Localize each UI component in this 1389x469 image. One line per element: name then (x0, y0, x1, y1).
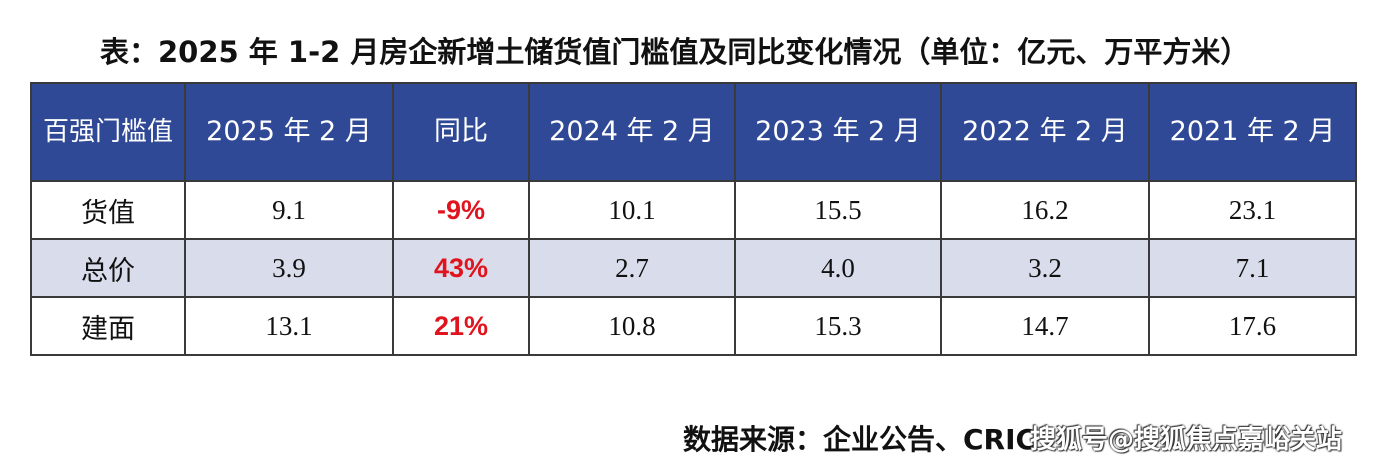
yoy-cell: -9% (392, 180, 530, 240)
table-cell: 2.7 (528, 238, 736, 298)
table-cell: 4.0 (734, 238, 942, 298)
header-col-2024-feb: 2024 年 2 月 (528, 82, 736, 182)
header-corner: 百强门槛值 (30, 82, 186, 182)
table-cell: 10.1 (528, 180, 736, 240)
row-label-floor-area: 建面 (30, 296, 186, 356)
header-col-2022-feb: 2022 年 2 月 (940, 82, 1150, 182)
table-cell: 15.3 (734, 296, 942, 356)
land-reserve-threshold-table: 百强门槛值 2025 年 2 月 同比 2024 年 2 月 2023 年 2 … (30, 82, 1357, 356)
table-cell: 9.1 (184, 180, 394, 240)
table-row: 货值 9.1 -9% 10.1 15.5 16.2 23.1 (30, 180, 1357, 240)
header-col-yoy: 同比 (392, 82, 530, 182)
table-cell: 23.1 (1148, 180, 1357, 240)
table-row: 总价 3.9 43% 2.7 4.0 3.2 7.1 (30, 238, 1357, 298)
table-cell: 16.2 (940, 180, 1150, 240)
data-source-note: 数据来源：企业公告、CRIC (683, 423, 1037, 456)
yoy-cell: 43% (392, 238, 530, 298)
table-title: 表：2025 年 1-2 月房企新增土储货值门槛值及同比变化情况（单位：亿元、万… (100, 35, 1250, 69)
header-row: 百强门槛值 2025 年 2 月 同比 2024 年 2 月 2023 年 2 … (30, 82, 1357, 182)
table-cell: 7.1 (1148, 238, 1357, 298)
yoy-cell: 21% (392, 296, 530, 356)
table-cell: 15.5 (734, 180, 942, 240)
header-col-2021-feb: 2021 年 2 月 (1148, 82, 1357, 182)
table-cell: 13.1 (184, 296, 394, 356)
table-cell: 3.9 (184, 238, 394, 298)
row-label-total-price: 总价 (30, 238, 186, 298)
header-col-2023-feb: 2023 年 2 月 (734, 82, 942, 182)
watermark: 搜狐号@搜狐焦点嘉峪关站 (1030, 425, 1343, 455)
table-cell: 3.2 (940, 238, 1150, 298)
table-cell: 17.6 (1148, 296, 1357, 356)
header-col-2025-feb: 2025 年 2 月 (184, 82, 394, 182)
table-row: 建面 13.1 21% 10.8 15.3 14.7 17.6 (30, 296, 1357, 356)
row-label-value: 货值 (30, 180, 186, 240)
table-cell: 14.7 (940, 296, 1150, 356)
table-cell: 10.8 (528, 296, 736, 356)
